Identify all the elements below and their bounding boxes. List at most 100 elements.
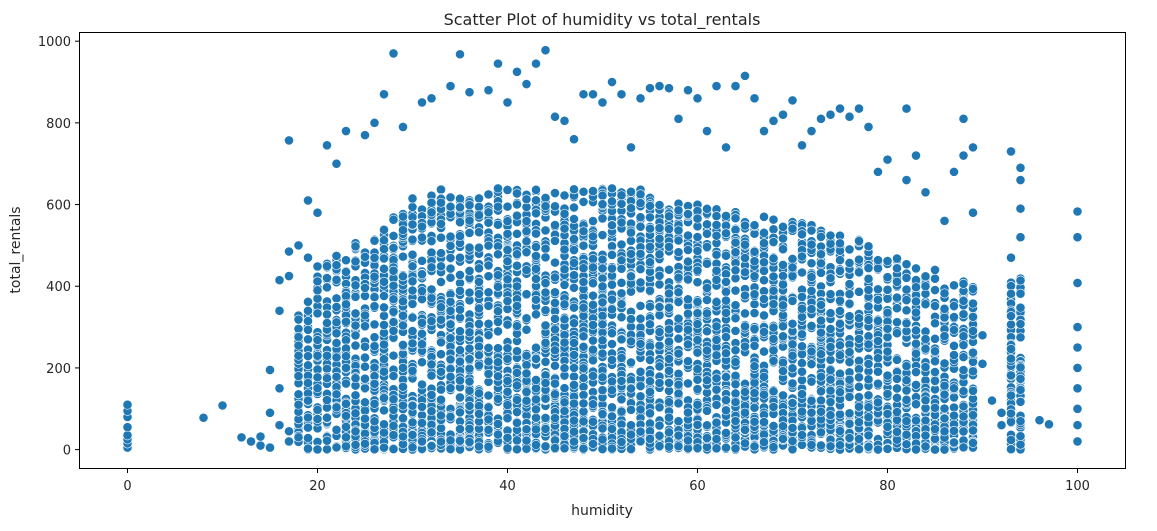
data-point — [502, 353, 513, 364]
data-point — [331, 371, 342, 382]
data-point — [778, 221, 788, 232]
data-point — [1015, 302, 1026, 313]
data-point — [369, 332, 380, 343]
data-point — [531, 404, 541, 415]
data-point — [616, 255, 627, 266]
data-point — [664, 224, 674, 234]
data-point — [407, 312, 418, 323]
data-point — [958, 150, 969, 161]
data-point — [721, 307, 731, 318]
data-point — [873, 284, 883, 295]
data-point — [854, 364, 864, 375]
data-point — [844, 392, 855, 402]
data-point — [597, 444, 608, 454]
data-point — [217, 400, 228, 411]
data-point — [379, 263, 389, 274]
data-point — [920, 281, 931, 292]
data-point — [721, 295, 731, 306]
data-point — [502, 432, 513, 443]
data-point — [1072, 232, 1083, 243]
data-point — [787, 339, 798, 350]
data-point — [654, 200, 665, 210]
data-point — [588, 320, 598, 330]
data-point — [597, 335, 608, 346]
data-point — [350, 280, 361, 291]
data-point — [654, 81, 665, 91]
data-point — [236, 432, 247, 443]
data-point — [569, 415, 579, 426]
data-point — [322, 282, 332, 293]
data-point — [426, 370, 437, 381]
data-point — [398, 362, 408, 373]
data-point — [521, 368, 532, 379]
data-point — [531, 294, 541, 305]
data-point — [1072, 342, 1083, 353]
data-point — [654, 378, 665, 388]
data-point — [797, 358, 807, 369]
data-point — [445, 201, 456, 212]
data-point — [341, 362, 351, 373]
data-point — [664, 211, 674, 222]
data-point — [607, 241, 617, 252]
data-point — [759, 389, 769, 400]
data-point — [759, 211, 769, 222]
data-point — [806, 321, 817, 331]
data-point — [673, 225, 684, 236]
data-point — [645, 433, 655, 444]
data-point — [550, 235, 560, 246]
data-point — [398, 211, 408, 222]
data-point — [607, 328, 617, 339]
data-point — [569, 380, 579, 390]
data-point — [578, 433, 589, 443]
data-point — [863, 241, 874, 252]
data-point — [588, 344, 598, 355]
data-point — [854, 254, 864, 265]
data-point — [436, 423, 446, 434]
data-point — [502, 413, 513, 424]
data-point — [502, 375, 513, 386]
data-point — [569, 398, 579, 409]
data-point — [635, 313, 646, 324]
data-point — [939, 413, 950, 424]
data-point — [578, 186, 589, 197]
data-point — [198, 412, 209, 423]
data-point — [550, 298, 560, 308]
data-point — [417, 357, 427, 368]
data-point — [702, 126, 712, 136]
data-point — [1015, 232, 1026, 243]
data-point — [607, 294, 617, 305]
data-point — [483, 318, 494, 329]
data-point — [474, 263, 484, 274]
data-point — [673, 441, 684, 452]
data-point — [730, 416, 741, 426]
data-point — [521, 236, 532, 247]
data-point — [664, 441, 674, 452]
data-point — [645, 319, 655, 330]
data-point — [483, 207, 494, 218]
data-point — [379, 244, 389, 254]
data-point — [464, 200, 475, 211]
data-point — [702, 203, 712, 214]
data-point — [578, 398, 589, 409]
data-point — [968, 142, 978, 153]
data-point — [806, 376, 817, 387]
data-point — [455, 231, 465, 241]
data-point — [569, 214, 579, 224]
data-point — [835, 440, 845, 451]
data-point — [911, 367, 921, 377]
data-point — [825, 410, 836, 421]
data-point — [854, 372, 864, 383]
data-point — [702, 258, 712, 269]
data-point — [502, 256, 513, 267]
data-point — [882, 408, 893, 419]
data-point — [825, 289, 836, 300]
data-point — [673, 416, 684, 427]
data-point — [901, 416, 912, 426]
data-point — [616, 190, 627, 201]
data-point — [341, 299, 351, 310]
data-point — [445, 435, 456, 446]
data-point — [882, 154, 893, 165]
data-point — [626, 186, 636, 197]
data-point — [436, 219, 446, 229]
data-point — [692, 213, 703, 224]
